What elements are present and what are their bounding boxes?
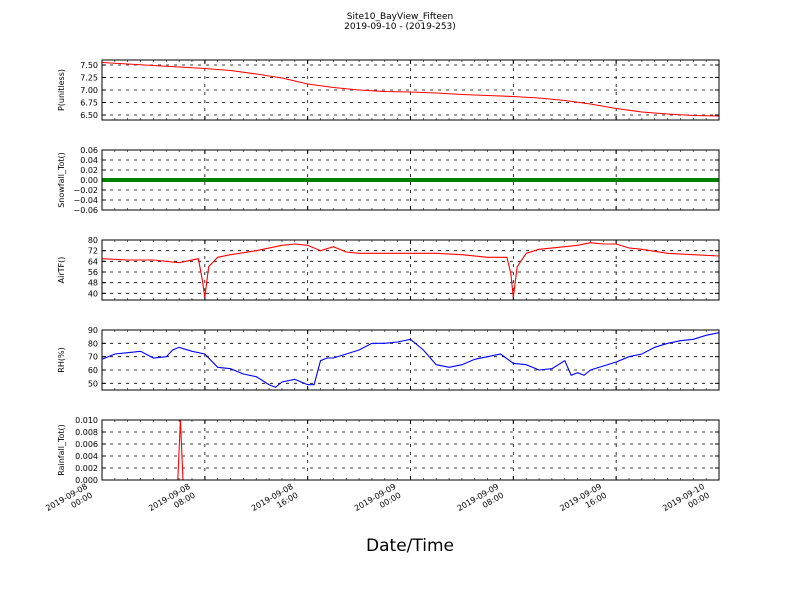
y-tick-label: 0.04 [80,156,98,165]
y-tick-label: 48 [88,279,98,288]
x-tick-label: 2019-09-0816:00 [250,482,300,522]
series-line [101,332,720,388]
x-tick-label: 2019-09-0900:00 [353,482,403,522]
plot-frame [101,149,720,211]
x-tick-label: 2019-09-0916:00 [558,482,608,522]
x-axis-label: Date/Time [366,536,454,556]
y-axis-label: AirTF() [57,257,66,284]
y-tick-label: −0.04 [73,196,98,205]
chart-subtitle: 2019-09-10 - (2019-253) [344,22,456,32]
y-tick-label: 70 [88,353,98,362]
y-tick-label: 50 [88,379,98,388]
y-tick-label: 0.00 [80,176,98,185]
panel-0: 7.50 7.25 7.00 6.75 6.50 P(unitless) [57,59,720,121]
y-tick-label: 0.02 [80,166,98,175]
y-tick-label: 0.006 [75,440,98,449]
y-axis-label: Snowfall_Tot() [57,152,66,208]
plot-frame [101,59,720,121]
y-tick-label: 64 [88,257,98,266]
y-tick-label: 6.75 [80,99,98,108]
y-tick-label: 80 [88,236,98,245]
y-tick-label: 7.25 [80,74,98,83]
plot-frame [101,239,720,301]
y-tick-label: 80 [88,339,98,348]
plot-frame [101,329,720,391]
series-line [101,242,720,298]
x-tick-label: 2019-09-1000:00 [661,482,711,522]
y-tick-label: 0.004 [75,452,98,461]
panel-1: 0.060.040.020.00−0.02−0.04−0.06 Snowfall_… [57,146,720,215]
x-tick-label: 2019-09-0800:00 [44,482,94,522]
x-tick-labels: 2019-09-0800:00 2019-09-0808:00 2019-09-08… [44,482,711,522]
y-tick-label: 60 [88,366,98,375]
y-tick-label: 40 [88,289,98,298]
y-tick-label: 7.00 [80,86,98,95]
y-tick-label: 90 [88,326,98,335]
y-tick-label: 0.06 [80,146,98,155]
y-tick-label: 6.50 [80,111,98,120]
y-axis-label: Rainfall_Tot() [57,424,66,476]
y-axis-label: P(unitless) [57,69,66,111]
y-axis-label: RH(%) [57,347,66,372]
y-tick-label: −0.06 [73,206,98,215]
panel-4: 0.010 0.008 0.006 0.004 0.002 0.000 Rainfall_T… [57,416,720,485]
chart-title: Site10_BayView_Fifteen [347,12,453,22]
series-line [101,61,720,117]
x-tick-label: 2019-09-0908:00 [456,482,506,522]
y-tick-label: 7.50 [80,61,98,70]
y-tick-label: 0.000 [75,476,98,485]
y-tick-label: 0.008 [75,428,98,437]
panels: 7.507.257.006.756.50P(unitless)0.060.040… [57,59,720,485]
y-tick-label: 0.002 [75,464,98,473]
y-tick-label: 72 [88,247,98,256]
x-tick-label: 2019-09-0808:00 [147,482,197,522]
y-tick-label: 0.010 [75,416,98,425]
panel-3: 90 80 70 60 50 RH(%) [57,326,720,391]
y-tick-label: 56 [88,268,98,277]
plot-frame [101,419,720,481]
y-tick-label: −0.02 [73,186,98,195]
